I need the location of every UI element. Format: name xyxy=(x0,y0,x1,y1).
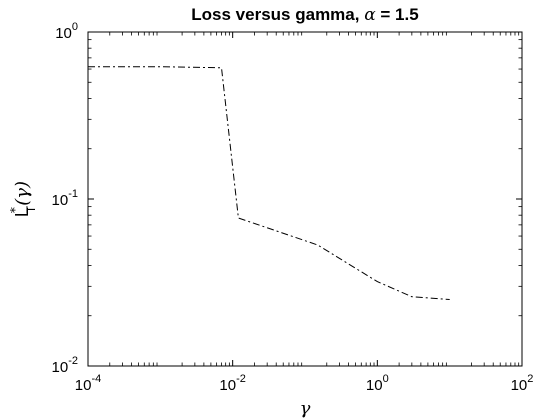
y-tick-label: 10-1 xyxy=(52,188,78,209)
x-axis-label: γ xyxy=(300,398,311,419)
series-layer xyxy=(88,66,450,300)
y-tick-label: 100 xyxy=(55,21,78,42)
chart-title: Loss versus gamma, α = 1.5 xyxy=(191,5,418,25)
plot-area xyxy=(87,31,523,367)
x-tick-label: 10-2 xyxy=(219,373,245,394)
series-line-0 xyxy=(88,66,450,300)
title-alpha-symbol: α xyxy=(364,5,376,25)
axis-ticks xyxy=(87,31,523,367)
x-tick-label: 102 xyxy=(511,373,534,394)
x-tick-label: 10-4 xyxy=(75,373,101,394)
x-tick-label: 100 xyxy=(366,373,389,394)
y-tick-label: 10-2 xyxy=(52,355,78,376)
y-axis-label: L* T(γ) xyxy=(8,181,38,217)
